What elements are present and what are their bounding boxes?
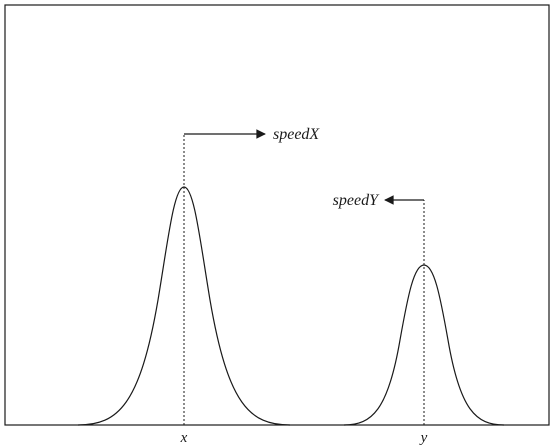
speed-y-label: speedY (333, 192, 380, 209)
y-axis-label: y (419, 430, 428, 446)
speed-x-label: speedX (273, 126, 320, 143)
diagram-frame (4, 4, 550, 426)
x-axis-label: x (180, 430, 188, 446)
peak-x-curve (77, 186, 291, 426)
